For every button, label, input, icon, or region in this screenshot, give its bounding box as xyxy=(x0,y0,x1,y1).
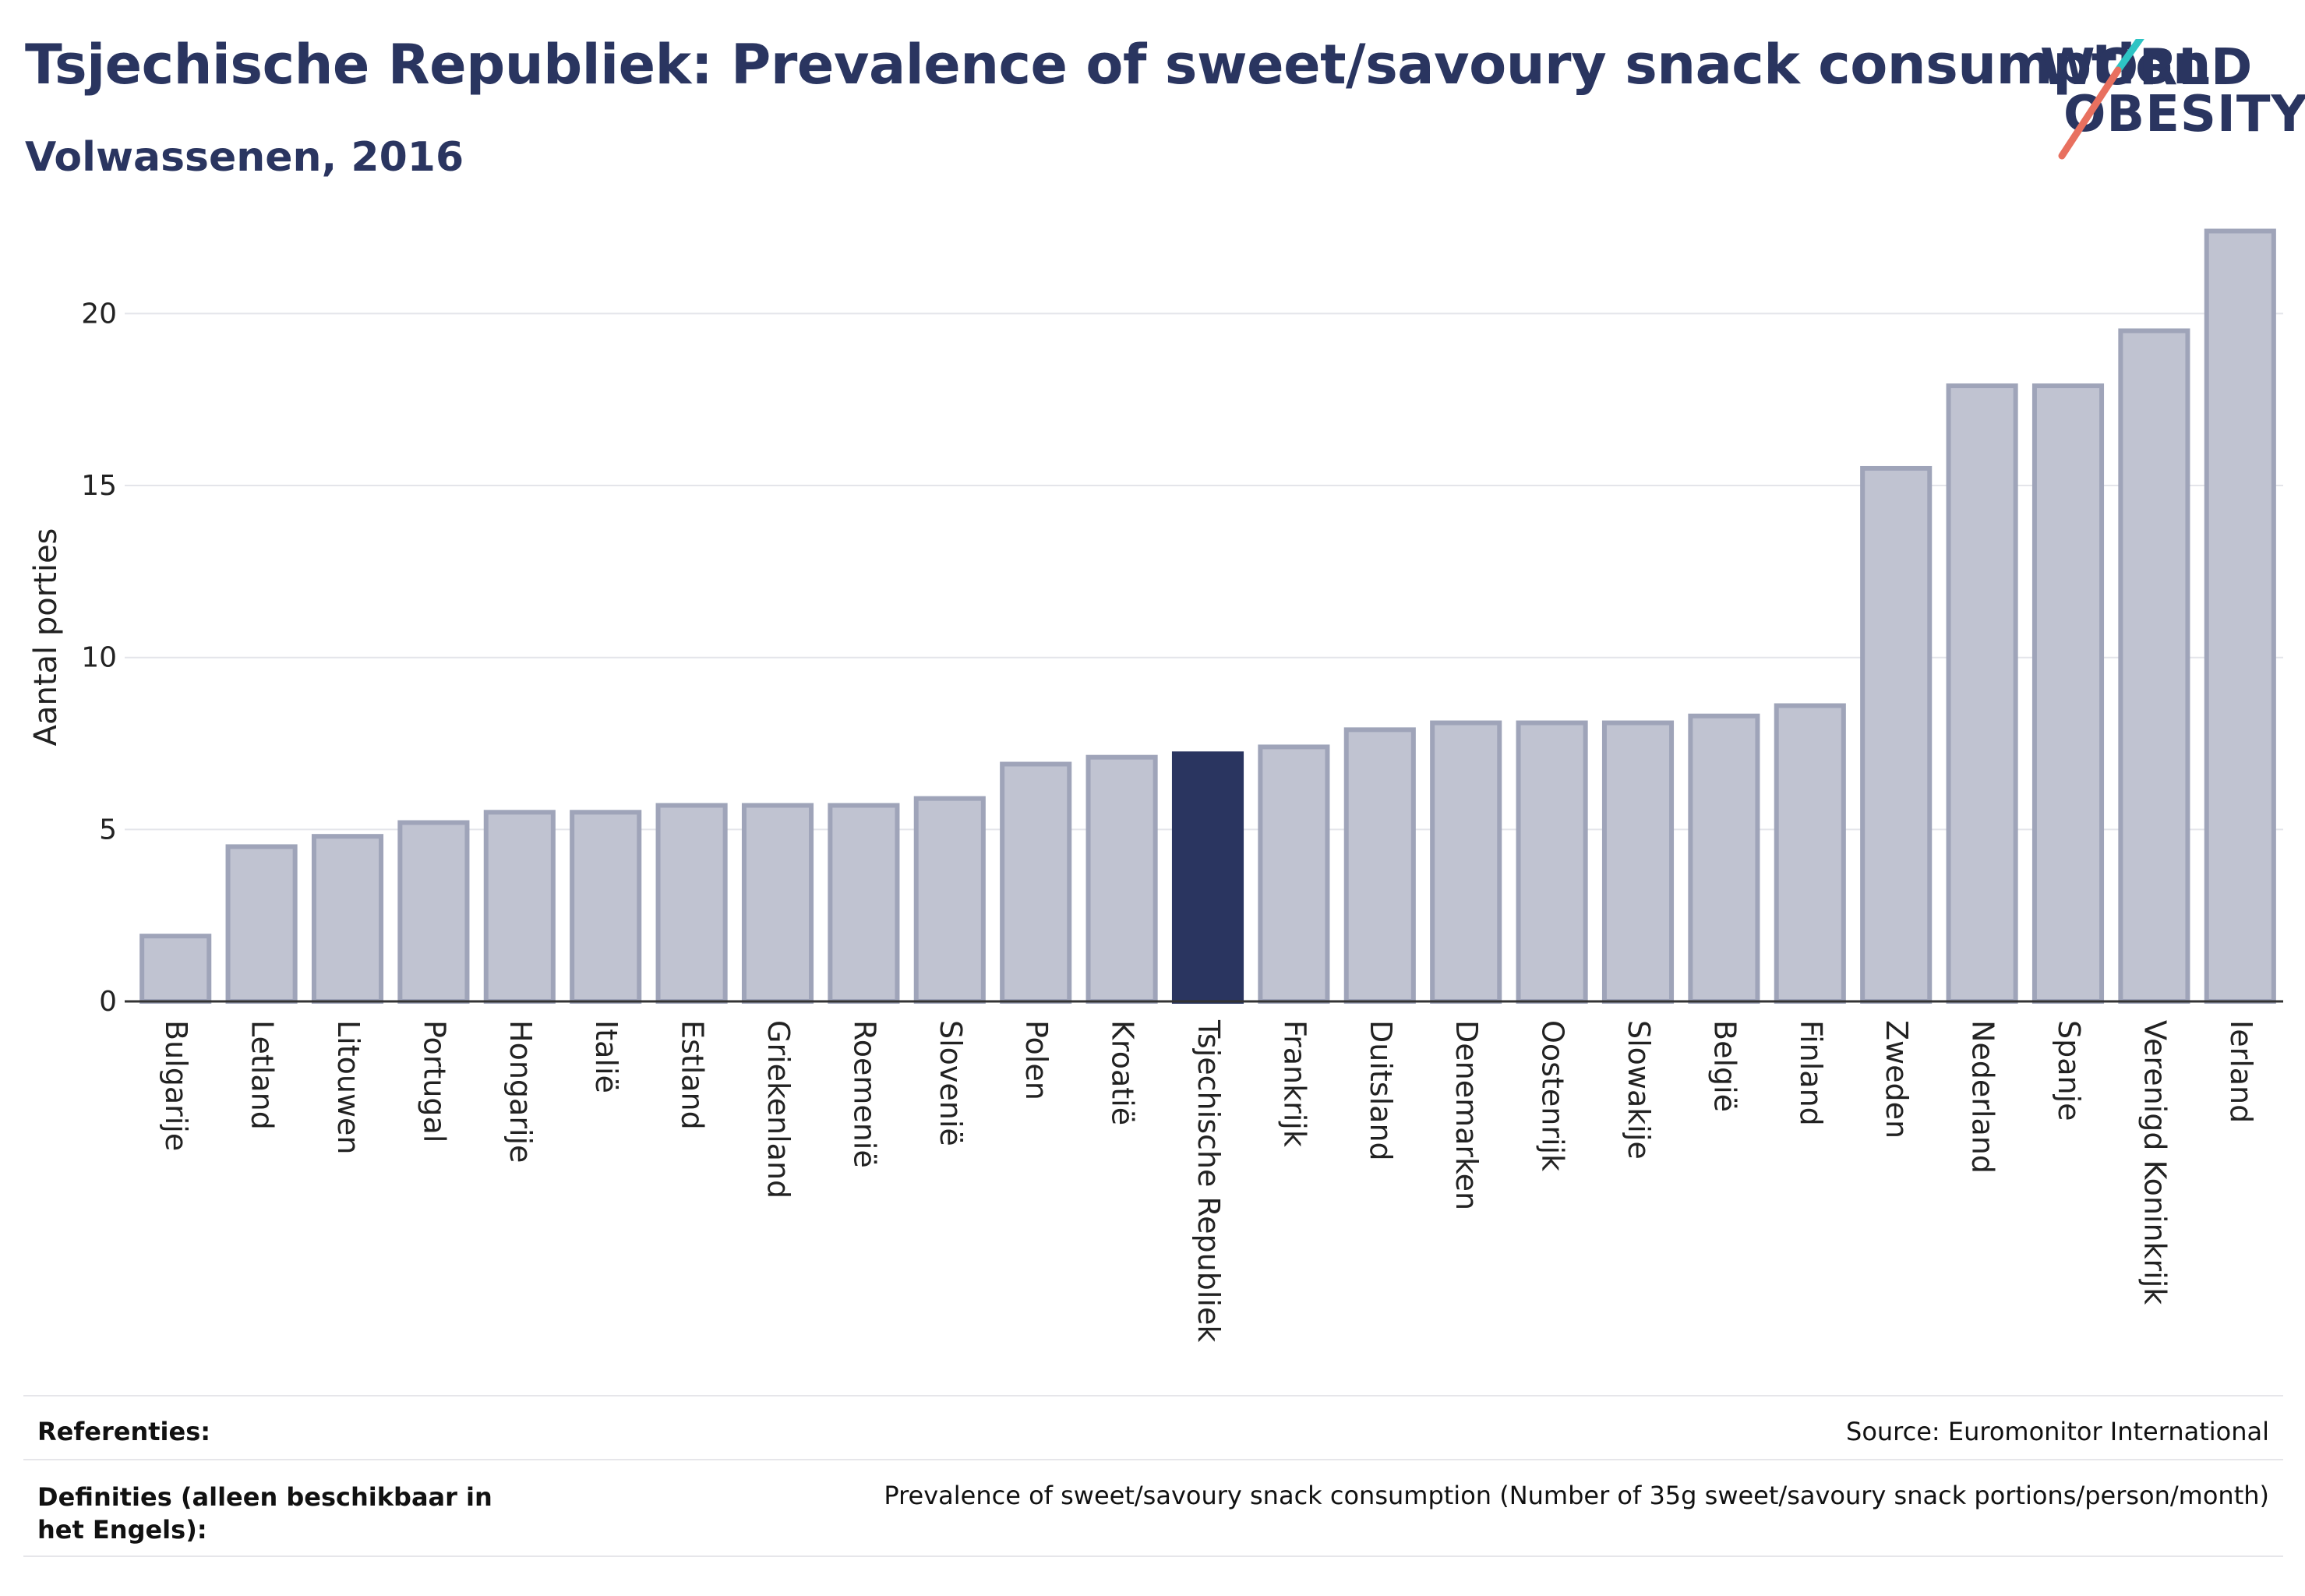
bar-finland xyxy=(1774,703,1846,1004)
references-label: Referenties: xyxy=(37,1417,211,1446)
footer-divider-bottom xyxy=(23,1555,2283,1557)
bar-sloveni- xyxy=(913,796,986,1005)
bar-tsjechische-republiek xyxy=(1171,751,1244,1004)
x-tick-label: Duitsland xyxy=(1364,1020,1398,1161)
bar-frankrijk xyxy=(1258,744,1330,1004)
chart-title: Tsjechische Republiek: Prevalence of swe… xyxy=(25,33,2211,97)
chart-subtitle: Volwassenen, 2016 xyxy=(25,134,464,181)
x-tick-label: Finland xyxy=(1794,1020,1828,1126)
bar-kroati- xyxy=(1085,754,1158,1004)
x-tick-label: Roemenië xyxy=(847,1020,881,1168)
bar-oostenrijk xyxy=(1516,720,1588,1004)
bar-slowakije xyxy=(1601,720,1675,1004)
x-tick-label: Letland xyxy=(245,1020,280,1130)
definitions-value: Prevalence of sweet/savoury snack consum… xyxy=(884,1481,2269,1510)
bar-estland xyxy=(655,803,728,1005)
x-tick-label: Slovenië xyxy=(934,1020,968,1146)
world-obesity-logo: WORLD OBESITY xyxy=(2026,39,2305,164)
x-tick-label: Ierland xyxy=(2224,1020,2258,1123)
bar-bulgarije xyxy=(139,934,212,1005)
bar-chart: 0 5 10 15 20 Aantal porties Bulgarije Letland Li… xyxy=(28,228,2283,1342)
x-tick-label: Griekenland xyxy=(761,1020,796,1199)
bar-zweden xyxy=(1860,465,1933,1004)
references-value: Source: Euromonitor International xyxy=(1846,1417,2269,1446)
x-tick-label: België xyxy=(1707,1020,1742,1112)
x-tick-label: Verenigd Koninkrijk xyxy=(2137,1020,2172,1305)
x-tick-label: Spanje xyxy=(2052,1020,2086,1121)
footer-references-row: Referenties: Source: Euromonitor Interna… xyxy=(23,1417,2283,1456)
bar-roemeni- xyxy=(828,803,900,1005)
footer-divider-top xyxy=(23,1395,2283,1396)
x-tick-label: Oostenrijk xyxy=(1536,1020,1570,1171)
bar-griekenland xyxy=(741,803,814,1005)
x-tick-label: Denemarken xyxy=(1449,1020,1484,1210)
footer-divider-middle xyxy=(23,1459,2283,1460)
bar-letland xyxy=(225,844,298,1005)
x-tick-label: Italië xyxy=(589,1020,623,1093)
x-tick-label: Bulgarije xyxy=(159,1020,193,1151)
bar-verenigd-koninkrijk xyxy=(2118,328,2190,1004)
y-axis-label: Aantal porties xyxy=(28,528,64,747)
bar-duitsland xyxy=(1343,727,1416,1004)
logo-line-1: WORLD xyxy=(2040,39,2254,97)
bar-belgi- xyxy=(1688,713,1760,1005)
bar-portugal xyxy=(397,820,470,1004)
y-tick-label: 5 xyxy=(99,814,117,846)
x-tick-label: Polen xyxy=(1019,1020,1054,1100)
y-tick-label: 10 xyxy=(81,642,117,674)
x-tick-label: Portugal xyxy=(417,1020,451,1142)
y-tick-label: 20 xyxy=(81,298,117,330)
bar-itali- xyxy=(570,810,642,1004)
x-tick-label: Slowakije xyxy=(1622,1020,1656,1160)
bar-ierland xyxy=(2204,228,2276,1004)
x-tick-label: Estland xyxy=(676,1020,710,1130)
y-tick-label: 0 xyxy=(99,986,117,1018)
x-tick-label: Tsjechische Republiek xyxy=(1191,1019,1226,1342)
bar-polen xyxy=(1000,761,1072,1004)
x-tick-label: Zweden xyxy=(1880,1020,1914,1139)
x-tick-label: Litouwen xyxy=(331,1020,365,1155)
bar-spanje xyxy=(2031,383,2105,1004)
x-tick-label: Kroatië xyxy=(1106,1020,1140,1125)
bar-hongarije xyxy=(483,810,556,1004)
x-tick-label: Frankrijk xyxy=(1277,1020,1311,1147)
x-tick-label: Hongarije xyxy=(503,1020,538,1163)
bar-nederland xyxy=(1946,383,2018,1004)
bar-litouwen xyxy=(311,834,384,1005)
definitions-label: Definities (alleen beschikbaar in het En… xyxy=(37,1482,492,1545)
footer-definitions-row: Definities (alleen beschikbaar in het En… xyxy=(23,1481,2283,1551)
x-tick-label: Nederland xyxy=(1966,1020,2000,1174)
bar-denemarken xyxy=(1430,720,1502,1004)
logo-slash-icon xyxy=(2058,39,2144,160)
y-tick-label: 15 xyxy=(81,470,117,502)
